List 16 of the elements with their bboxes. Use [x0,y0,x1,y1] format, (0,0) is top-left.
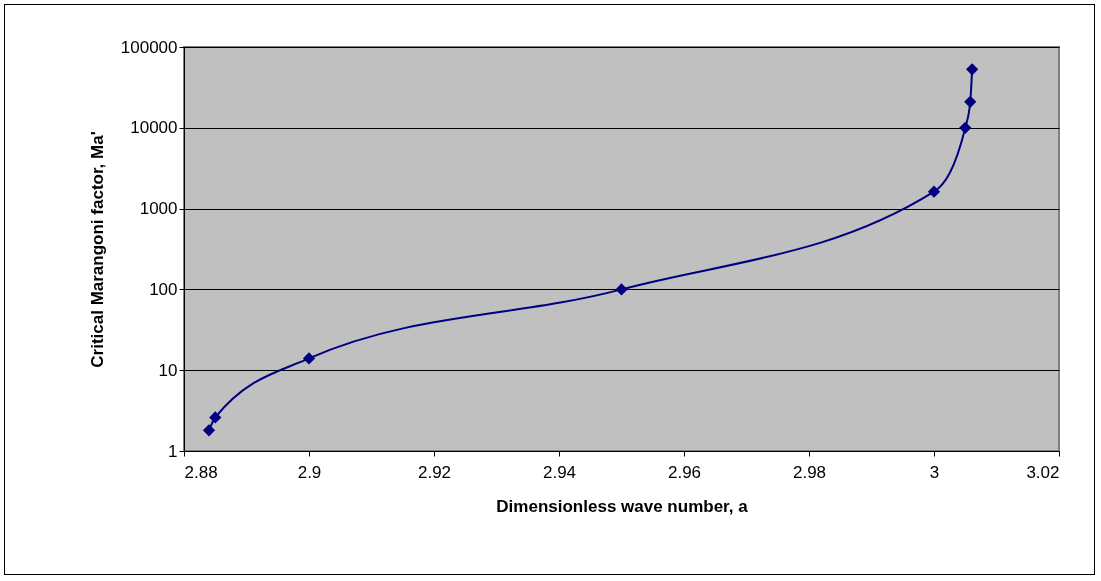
x-tick-label: 2.88 [184,462,218,482]
y-tick-label: 1000 [139,199,178,219]
x-tick-label: 3 [929,462,940,482]
x-tick-label: 2.94 [542,462,577,482]
x-tick-label: 2.96 [667,462,702,482]
y-tick-label: 100000 [120,37,178,57]
y-tick-label: 100 [149,279,178,299]
y-tick-label: 1 [168,441,178,461]
x-tick-label: 2.9 [297,462,322,482]
x-tick-label: 2.98 [792,462,827,482]
x-tick-label: 3.02 [1026,462,1060,482]
y-axis-title: Critical Marangoni factor, Ma' [87,131,107,368]
x-tick-label: 2.92 [417,462,452,482]
x-axis-title: Dimensionless wave number, a [496,496,749,516]
y-tick-label: 10 [158,360,178,380]
y-tick-label: 10000 [130,118,178,138]
